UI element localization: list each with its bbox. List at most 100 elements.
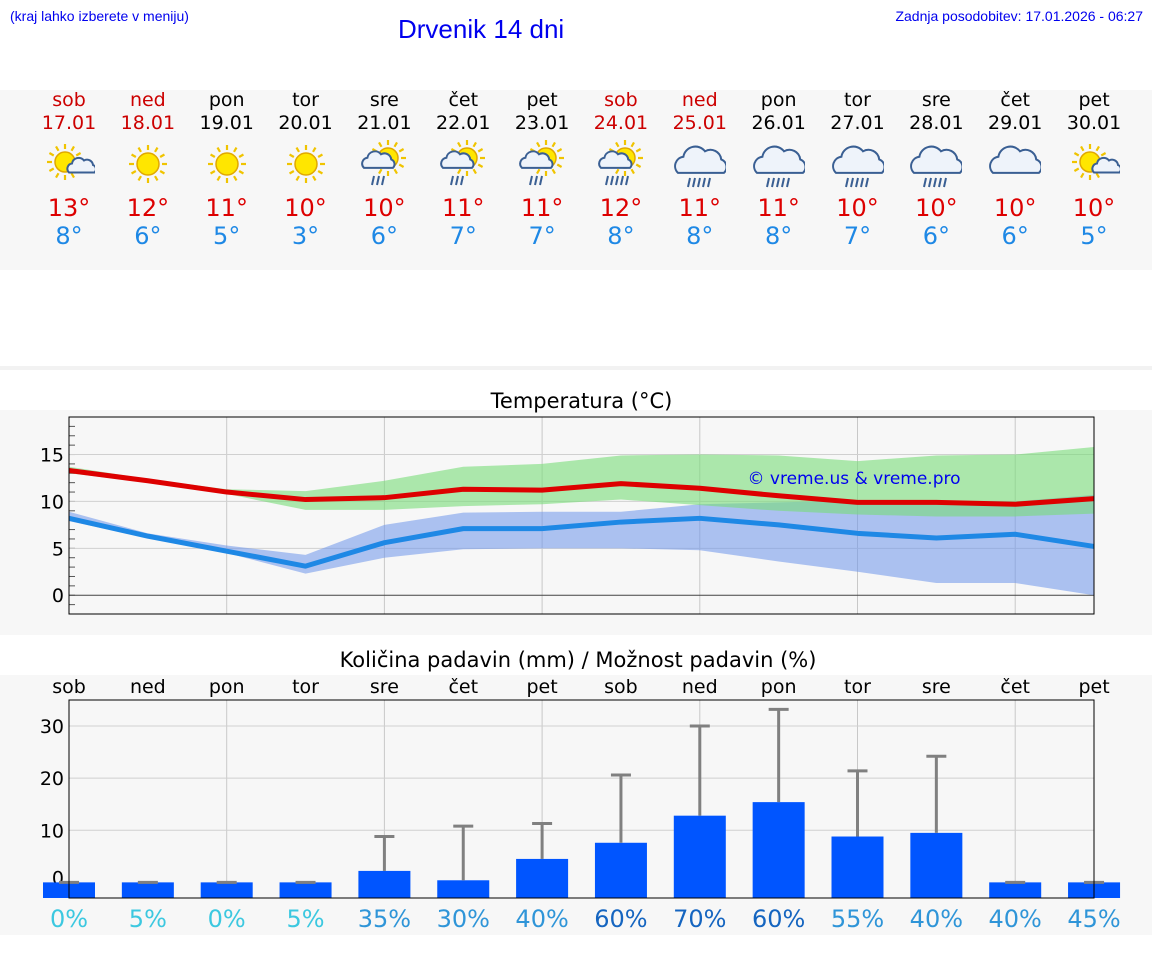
min-range-band [69,494,1095,596]
day-column: ned 25.01 11° 8° [662,88,738,250]
precipitation-day-label: sre [922,676,951,698]
min-temperature: 5° [1080,222,1108,250]
max-temperature: 11° [678,194,722,222]
precipitation-day-label: čet [1000,676,1030,698]
precipitation-probability: 30% [437,905,490,933]
day-date: 24.01 [593,112,649,134]
cloud-rain-icon [673,145,726,188]
menu-hint[interactable]: (kraj lahko izberete v meniju) [10,8,189,24]
precipitation-day-label: pet [526,676,557,698]
day-name: sre [369,89,399,111]
precipitation-day-label: sre [370,676,399,698]
precipitation-bar [279,882,332,898]
day-column: ned 18.01 12° 6° [110,88,186,250]
precipitation-day-label: pet [1078,676,1109,698]
precipitation-day-label: tor [292,676,319,698]
day-column: pon 19.01 11° 5° [189,88,265,250]
precipitation-y-tick-label: 30 [40,716,64,738]
precipitation-day-label: čet [448,676,478,698]
day-column: sre 28.01 10° 6° [898,88,974,250]
precipitation-probability: 0% [50,905,88,933]
sun-icon [286,145,325,183]
cloud-icon [989,145,1042,174]
min-temperature: 8° [686,222,714,250]
min-temperature: 8° [765,222,793,250]
precipitation-plot-frame [68,699,1095,899]
max-temperature: 13° [47,194,91,222]
day-column: pet 23.01 11° 7° [504,88,580,250]
day-name: pon [208,89,245,111]
day-name: čet [448,89,479,111]
precipitation-y-tick-label: 10 [40,820,64,842]
day-name: sob [604,89,638,111]
min-temperature: 6° [134,222,162,250]
precipitation-chart-title: Količina padavin (mm) / Možnost padavin … [340,648,817,672]
min-temperature: 7° [449,222,477,250]
min-temperature: 8° [607,222,635,250]
day-date: 28.01 [909,112,964,134]
day-column: tor 27.01 10° 7° [820,88,896,250]
min-temperature: 6° [370,222,399,250]
day-name: pet [526,89,558,111]
max-temperature: 11° [441,194,485,222]
precipitation-bar [752,802,805,898]
day-date: 23.01 [514,112,570,134]
day-column: pon 26.01 11° 8° [741,88,817,250]
max-temperature: 10° [993,194,1037,222]
min-temperature: 5° [213,222,241,250]
precipitation-probability: 55% [831,905,884,933]
sun-cloud-icon [1072,144,1121,180]
precipitation-probability: 40% [989,905,1042,933]
min-temperature: 7° [843,222,872,250]
day-date: 18.01 [120,112,176,134]
min-temperature: 7° [528,222,556,250]
day-name: pet [1078,89,1110,111]
precipitation-day-label: ned [130,676,166,698]
watermark: © vreme.us & vreme.pro [747,469,960,489]
precipitation-bar [200,882,253,898]
precipitation-probability: 0% [208,905,246,933]
max-temperature: 10° [836,194,879,222]
precipitation-probability: 70% [673,905,726,933]
day-name: ned [129,89,166,111]
cloud-rain-icon [752,145,805,188]
sun-icon [128,145,167,183]
day-date: 27.01 [830,112,885,134]
sun-cloud-rain-icon [440,140,486,186]
precipitation-probability: 35% [358,905,411,933]
day-column: sre 21.01 10° 6° [346,88,422,250]
precipitation-probability: 60% [752,905,805,933]
sun-cloud-icon [47,144,95,180]
day-column: sob 24.01 12° 8° [583,88,659,250]
max-temperature: 12° [126,194,170,222]
day-date: 20.01 [278,112,333,134]
divider [0,366,1152,370]
day-date: 21.01 [357,112,412,134]
min-temperature: 6° [1001,222,1029,250]
temperature-y-tick-label: 0 [52,585,64,607]
day-name: tor [844,89,871,111]
temperature-y-tick-label: 5 [52,538,64,560]
max-temperature: 10° [1072,194,1116,222]
precipitation-probability: 40% [910,905,963,933]
precipitation-bar [673,815,726,898]
temperature-y-tick-label: 10 [40,491,64,513]
day-name: sob [52,89,86,111]
day-name: pon [760,89,797,111]
day-date: 22.01 [436,112,491,134]
max-temperature: 11° [757,194,800,222]
precipitation-bar [516,858,569,898]
temperature-chart-title: Temperatura (°C) [490,389,673,413]
precipitation-bar [121,882,174,898]
precipitation-y-tick-label: 20 [40,768,64,790]
precipitation-bar [831,836,884,898]
max-temperature: 12° [599,194,643,222]
precipitation-bar [594,842,647,898]
precipitation-probability: 45% [1067,905,1120,933]
day-name: tor [292,89,319,111]
sun-icon [207,145,246,183]
min-temperature: 8° [55,222,83,250]
day-date: 17.01 [41,112,97,134]
precipitation-day-label: pon [209,676,245,698]
sun-cloud-heavy-rain-icon [598,140,643,186]
